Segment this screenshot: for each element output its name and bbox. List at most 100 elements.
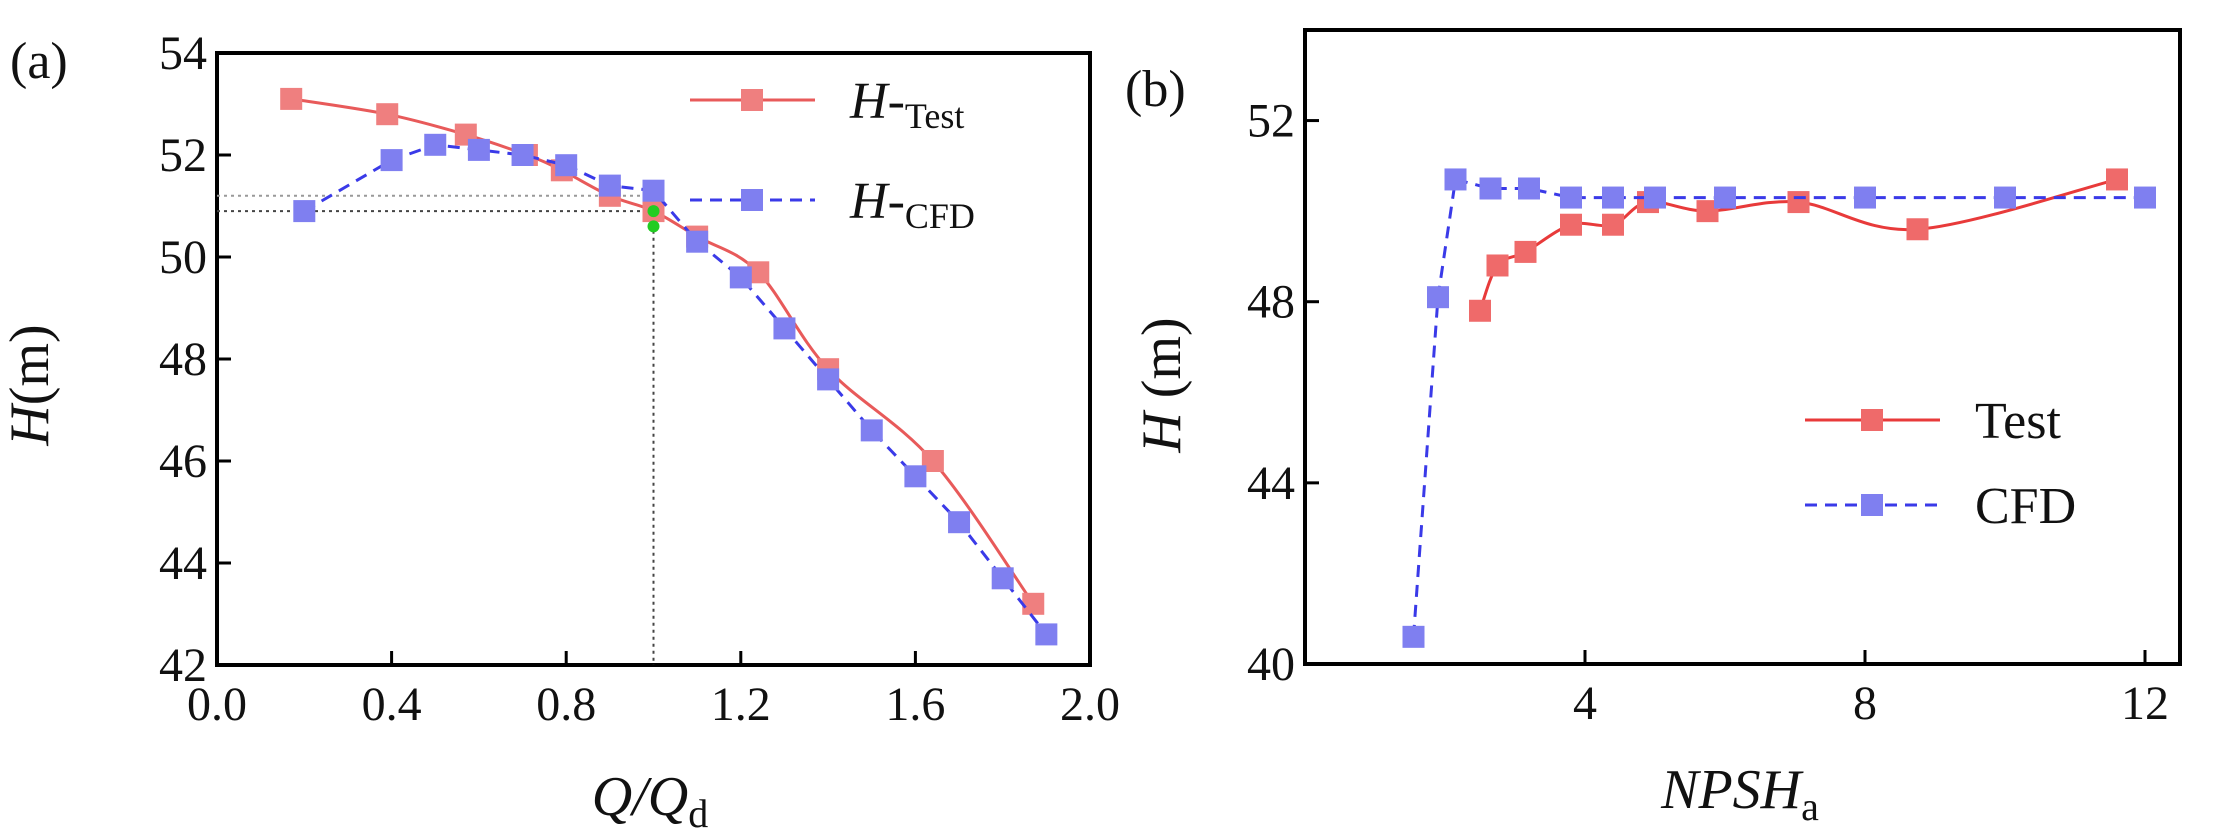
legend-b-test-label: Test — [1975, 393, 2061, 450]
panel-1-series-1-point — [1427, 286, 1449, 309]
panel-0-series-1-point — [293, 200, 316, 223]
panel-1-series-0-point — [1696, 200, 1719, 223]
panel-0-series-1-point — [729, 266, 752, 289]
panel-0-x-tick-label: 2.0 — [1060, 678, 1120, 731]
legend-b-cfd-label: CFD — [1975, 478, 2076, 535]
panel-0-series-1-point — [860, 419, 883, 442]
panel-1-series-1-point — [1518, 177, 1540, 200]
panel-1-series-1-point — [1444, 168, 1467, 191]
panel-b-legend: Test CFD — [1805, 393, 2076, 535]
panel-1-series-1-point — [1560, 186, 1582, 209]
panel-1-series-0-point — [2106, 168, 2128, 191]
panel-1-series-0-point — [1486, 254, 1509, 277]
panel-0-series-0-point — [921, 450, 944, 472]
legend-b-test-marker — [1861, 409, 1883, 431]
panel-a-y-axis-title: H(m) — [0, 324, 61, 446]
panel-1-series-0-point — [1787, 191, 1810, 214]
panel-0-y-tick-label: 44 — [159, 537, 207, 590]
panel-1-y-tick-label: 52 — [1247, 95, 1295, 148]
panel-1-series-0-point — [1906, 218, 1929, 241]
panel-1-series-1-point — [2134, 186, 2156, 209]
panel-0-series-1-point — [904, 465, 927, 488]
panel-a-x-axis-title: Q/Qd — [592, 766, 708, 830]
legend-a-test-marker — [741, 89, 763, 111]
panel-0-series-1-point — [598, 174, 621, 197]
panel-b-x-axis-sub: a — [1801, 784, 1819, 829]
panel-1-series-1-point — [1854, 186, 1876, 209]
panel-1-series-1-point — [1402, 625, 1425, 648]
panel-0-y-tick-label: 42 — [159, 639, 207, 692]
panel-a-y-axis-unit: (m) — [0, 324, 61, 405]
legend-a-cfd-symbol: H — [849, 173, 890, 230]
panel-1-series-1-point — [1714, 186, 1736, 209]
panel-0-series-1-point — [817, 368, 840, 391]
panel-0-series-1-point — [1035, 623, 1058, 646]
panel-b-y-axis-title: H (m) — [1131, 317, 1193, 453]
panel-0-series-1-point — [686, 230, 709, 253]
panel-0-x-tick-label: 1.6 — [885, 678, 945, 731]
panel-a-x-axis-sub: d — [688, 791, 708, 830]
panel-0-series-1-point — [511, 144, 534, 166]
panel-0-series-1-point — [642, 179, 665, 202]
panel-1-x-tick-label: 4 — [1573, 677, 1597, 730]
panel-0-y-tick-label: 48 — [159, 333, 207, 386]
panel-1-y-tick-label: 48 — [1247, 276, 1295, 329]
panel-0-y-tick-label: 54 — [159, 27, 207, 80]
panel-1-series-1-point — [1479, 177, 1502, 200]
panel-a-y-axis-symbol: H — [0, 403, 61, 447]
panel-b-frame — [1303, 28, 2182, 666]
panel-0-series-0-point — [280, 87, 303, 110]
panel-0-series-1-point — [555, 154, 578, 177]
panel-1-series-0-point — [1469, 299, 1491, 322]
panel-a-label: (a) — [10, 33, 68, 90]
legend-a-test-label: H-Test — [849, 73, 964, 136]
panel-1-series-0-point — [1560, 213, 1582, 236]
panel-0-y-tick-label: 46 — [159, 435, 207, 488]
panel-0-series-1-point — [467, 138, 490, 161]
panel-0-series-line-0 — [290, 97, 1035, 605]
panel-0-series-0-point — [747, 261, 770, 284]
design-point-marker-lower — [647, 220, 660, 233]
legend-a-cfd-sub: CFD — [905, 196, 975, 236]
panel-0-series-0-point — [376, 103, 399, 126]
panel-1-series-1-point — [1994, 186, 2016, 209]
panel-0-x-tick-label: 0.0 — [187, 678, 247, 731]
panel-0-x-tick-label: 0.8 — [536, 678, 596, 731]
panel-0-series-line-1 — [303, 143, 1048, 636]
panel-0-series-1-point — [424, 133, 447, 156]
panel-0-series-1-point — [991, 567, 1014, 590]
panel-1-series-0-point — [1602, 213, 1624, 236]
panel-b-x-axis-main: NPSH — [1660, 759, 1804, 821]
legend-a-cfd-label: H-CFD — [849, 173, 975, 236]
panel-0-series-1-point — [773, 317, 796, 340]
panel-b-x-axis-title: NPSHa — [1660, 759, 1819, 829]
legend-b-cfd-marker — [1861, 494, 1883, 516]
panel-a-legend: H-Test H-CFD — [690, 73, 975, 236]
panel-0-series-1-point — [948, 511, 971, 534]
panel-0-y-tick-label: 52 — [159, 129, 207, 182]
legend-a-test-symbol: H — [849, 73, 890, 130]
panel-0-y-tick-label: 50 — [159, 231, 207, 284]
panel-0-series-0-point — [1022, 592, 1045, 615]
panel-0-x-tick-label: 0.4 — [362, 678, 422, 731]
panel-1-y-tick-label: 44 — [1247, 457, 1295, 510]
panel-0-series-1-point — [380, 149, 403, 172]
panel-b-y-axis-symbol: H — [1131, 410, 1193, 454]
panel-1-x-tick-label: 12 — [2121, 677, 2169, 730]
panel-b-y-axis-unit: (m) — [1131, 317, 1193, 398]
panel-1-series-1-point — [1602, 186, 1624, 209]
panel-1-y-tick-label: 40 — [1247, 638, 1295, 691]
panel-b-label: (b) — [1125, 61, 1186, 118]
panel-0-x-tick-label: 1.2 — [711, 678, 771, 731]
design-point-marker-upper — [647, 205, 660, 218]
panel-1-x-tick-label: 8 — [1853, 677, 1877, 730]
legend-a-cfd-dash: - — [888, 173, 905, 230]
panel-1-series-0-point — [1514, 240, 1537, 263]
panel-1-series-1-point — [1644, 186, 1666, 209]
legend-a-cfd-marker — [741, 189, 763, 211]
legend-a-test-sub: Test — [905, 96, 964, 136]
legend-a-test-dash: - — [888, 73, 905, 130]
